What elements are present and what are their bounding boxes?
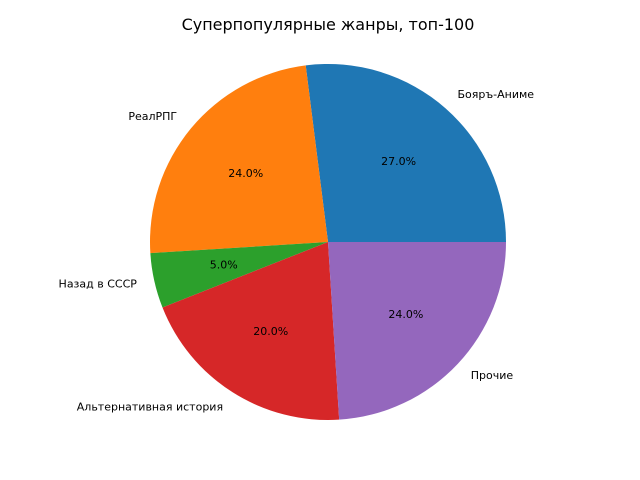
category-label-5: Прочие bbox=[471, 369, 514, 382]
pie-slice-1 bbox=[305, 63, 506, 243]
category-label-3: Назад в СССР bbox=[59, 278, 138, 291]
pie-slice-4 bbox=[162, 242, 340, 420]
percent-label-2: 24.0% bbox=[228, 167, 263, 180]
pie-slice-2 bbox=[150, 65, 328, 254]
category-label-4: Альтернативная история bbox=[77, 400, 223, 413]
pie-slice-5 bbox=[328, 242, 506, 420]
category-label-1: Бояръ-Аниме bbox=[457, 88, 534, 101]
category-label-2: РеалРПГ bbox=[128, 110, 177, 123]
percent-label-4: 20.0% bbox=[253, 325, 288, 338]
percent-label-5: 24.0% bbox=[388, 308, 423, 321]
pie-labels: Бояръ-Аниме 27.0% РеалРПГ 24.0% Назад в СССР… bbox=[59, 88, 535, 413]
percent-label-1: 27.0% bbox=[381, 155, 416, 168]
pie-slices bbox=[150, 63, 506, 420]
pie-slice-3 bbox=[150, 242, 328, 308]
chart-title: Суперпопулярные жанры, топ-100 bbox=[182, 15, 475, 34]
percent-label-3: 5.0% bbox=[210, 258, 238, 271]
